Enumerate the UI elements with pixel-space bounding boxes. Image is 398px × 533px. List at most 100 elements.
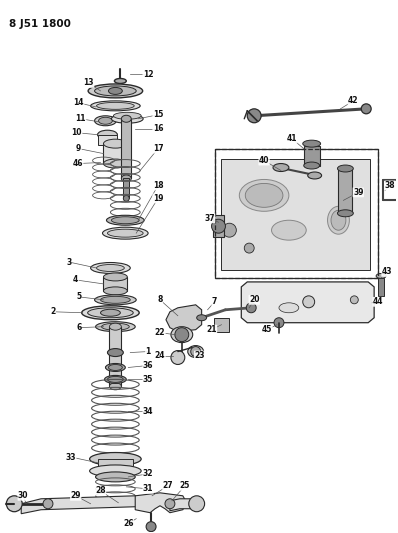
- Ellipse shape: [114, 78, 126, 84]
- Ellipse shape: [95, 116, 116, 126]
- Bar: [121, 119, 131, 179]
- Circle shape: [171, 351, 185, 365]
- Text: 3: 3: [66, 257, 71, 266]
- Text: 18: 18: [153, 181, 163, 190]
- Circle shape: [350, 296, 358, 304]
- Ellipse shape: [111, 217, 139, 224]
- Ellipse shape: [107, 229, 143, 237]
- Ellipse shape: [88, 308, 133, 318]
- Text: 36: 36: [143, 361, 153, 370]
- Bar: [378, 278, 384, 296]
- Ellipse shape: [121, 115, 131, 122]
- Text: 13: 13: [83, 78, 94, 87]
- Text: 15: 15: [153, 110, 163, 119]
- Text: 25: 25: [179, 481, 190, 490]
- Ellipse shape: [103, 273, 127, 281]
- Circle shape: [244, 243, 254, 253]
- Circle shape: [191, 346, 201, 357]
- Ellipse shape: [308, 172, 322, 179]
- Ellipse shape: [103, 139, 127, 148]
- Ellipse shape: [331, 211, 346, 230]
- Ellipse shape: [101, 309, 120, 316]
- Ellipse shape: [82, 306, 139, 320]
- Text: 22: 22: [155, 328, 165, 337]
- Circle shape: [212, 219, 225, 233]
- Circle shape: [165, 499, 175, 508]
- Text: 32: 32: [143, 470, 153, 479]
- Bar: [103, 277, 127, 291]
- Ellipse shape: [103, 159, 127, 168]
- Text: 2: 2: [50, 307, 56, 316]
- Text: 33: 33: [66, 453, 76, 462]
- Text: 12: 12: [143, 69, 153, 78]
- Text: 6: 6: [76, 323, 81, 332]
- Text: 1: 1: [146, 347, 151, 356]
- Bar: [98, 459, 133, 471]
- Text: 19: 19: [153, 194, 163, 203]
- Bar: [221, 158, 370, 270]
- Ellipse shape: [97, 102, 134, 109]
- Text: 38: 38: [385, 181, 395, 190]
- Ellipse shape: [376, 273, 386, 278]
- Bar: [213, 215, 224, 237]
- Ellipse shape: [239, 180, 289, 211]
- Text: 5: 5: [76, 292, 81, 301]
- Text: 11: 11: [76, 114, 86, 123]
- Bar: [215, 149, 378, 278]
- Ellipse shape: [88, 84, 142, 98]
- Text: 30: 30: [18, 491, 28, 500]
- Circle shape: [246, 303, 256, 313]
- Ellipse shape: [105, 375, 126, 383]
- Ellipse shape: [101, 323, 129, 330]
- Circle shape: [361, 104, 371, 114]
- Text: 41: 41: [287, 134, 297, 143]
- Ellipse shape: [91, 263, 130, 273]
- Ellipse shape: [99, 117, 112, 124]
- Ellipse shape: [197, 315, 207, 321]
- Ellipse shape: [123, 196, 129, 201]
- Bar: [98, 135, 117, 144]
- Text: 44: 44: [373, 297, 383, 306]
- Ellipse shape: [121, 175, 131, 182]
- Bar: [304, 146, 320, 166]
- Circle shape: [43, 499, 53, 508]
- Bar: [338, 168, 352, 213]
- Ellipse shape: [103, 227, 148, 239]
- Polygon shape: [170, 499, 205, 511]
- Circle shape: [222, 223, 236, 237]
- Text: 39: 39: [353, 188, 363, 197]
- Ellipse shape: [109, 365, 122, 370]
- Text: 8: 8: [157, 295, 163, 304]
- Circle shape: [175, 328, 189, 342]
- Ellipse shape: [96, 322, 135, 332]
- Ellipse shape: [90, 465, 141, 477]
- Text: 7: 7: [212, 297, 217, 306]
- Polygon shape: [166, 305, 202, 332]
- Ellipse shape: [338, 210, 353, 217]
- Polygon shape: [21, 496, 145, 514]
- Ellipse shape: [109, 87, 122, 94]
- Ellipse shape: [107, 349, 123, 357]
- Ellipse shape: [303, 140, 321, 147]
- Ellipse shape: [188, 345, 204, 358]
- Bar: [103, 144, 127, 164]
- Ellipse shape: [113, 112, 141, 119]
- Text: 37: 37: [204, 214, 215, 223]
- Text: 29: 29: [70, 491, 81, 500]
- Ellipse shape: [109, 383, 121, 390]
- Text: 23: 23: [194, 351, 205, 360]
- Polygon shape: [241, 282, 374, 322]
- Ellipse shape: [111, 114, 143, 123]
- Ellipse shape: [98, 130, 117, 139]
- Polygon shape: [135, 493, 187, 513]
- Bar: [214, 318, 229, 332]
- Bar: [215, 149, 378, 278]
- Ellipse shape: [107, 376, 123, 382]
- Text: 24: 24: [155, 351, 165, 360]
- Text: 16: 16: [153, 124, 163, 133]
- Text: 8 J51 1800: 8 J51 1800: [9, 19, 71, 29]
- Bar: [123, 179, 129, 198]
- Ellipse shape: [171, 327, 193, 343]
- Bar: [109, 327, 121, 386]
- Ellipse shape: [95, 295, 136, 305]
